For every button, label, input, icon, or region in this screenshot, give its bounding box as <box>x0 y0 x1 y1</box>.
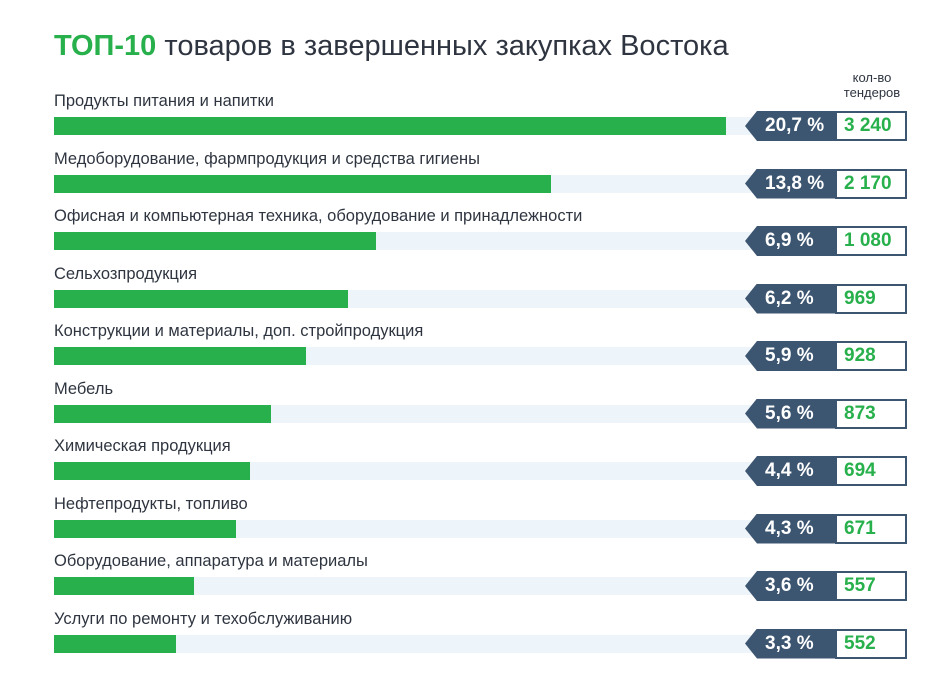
tender-count-label: 928 <box>835 341 907 371</box>
chart-title: ТОП-10 товаров в завершенных закупках Во… <box>54 30 729 63</box>
category-label: Продукты питания и напитки <box>54 92 274 110</box>
category-label: Офисная и компьютерная техника, оборудов… <box>54 207 583 225</box>
percent-label: 6,2 % <box>745 283 835 314</box>
category-label: Медоборудование, фармпродукция и средств… <box>54 149 481 168</box>
percent-label: 20,7 % <box>745 111 835 141</box>
tender-count-label: 1 080 <box>835 226 907 256</box>
bar <box>54 232 376 250</box>
tender-count-label: 552 <box>835 628 907 659</box>
tender-count-label: 694 <box>835 456 907 486</box>
percent-label: 3,6 % <box>745 571 835 601</box>
percent-label: 3,3 % <box>745 628 835 659</box>
category-label: Сельхозпродукция <box>54 264 198 283</box>
chart-row: Медоборудование, фармпродукция и средств… <box>0 150 950 208</box>
chart-row: Нефтепродукты, топливо 4,3 % 671 <box>0 495 950 553</box>
bar <box>54 174 551 193</box>
percent-label: 6,9 % <box>745 226 835 256</box>
chart-row: Конструкции и материалы, доп. стройпроду… <box>0 322 950 380</box>
chart-title-highlight: ТОП-10 <box>54 30 157 62</box>
category-label: Нефтепродукты, топливо <box>54 494 248 513</box>
chart-row: Офисная и компьютерная техника, оборудов… <box>0 207 950 265</box>
bar-track <box>54 634 754 653</box>
tender-count-label: 969 <box>835 283 907 314</box>
category-label: Услуги по ремонту и техобслуживанию <box>54 609 353 628</box>
category-label: Химическая продукция <box>54 437 231 455</box>
bar <box>54 347 306 365</box>
tender-count-label: 3 240 <box>835 111 907 141</box>
chart-row: Услуги по ремонту и техобслуживанию 3,3 %… <box>0 610 950 668</box>
bar <box>54 577 194 595</box>
category-label: Мебель <box>54 379 114 398</box>
bar <box>54 404 271 423</box>
chart-row: Оборудование, аппаратура и материалы 3,6 … <box>0 552 950 610</box>
bar <box>54 289 348 308</box>
bar <box>54 634 176 653</box>
percent-label: 5,9 % <box>745 341 835 371</box>
count-header-line2: тендеров <box>843 85 901 100</box>
percent-label: 13,8 % <box>745 168 835 199</box>
tender-count-label: 557 <box>835 571 907 601</box>
category-label: Оборудование, аппаратура и материалы <box>54 552 368 570</box>
bar <box>54 519 236 538</box>
tender-count-label: 873 <box>835 398 907 429</box>
chart-row: Химическая продукция 4,4 % 694 <box>0 437 950 495</box>
bar <box>54 117 726 135</box>
tender-count-label: 671 <box>835 513 907 544</box>
category-label: Конструкции и материалы, доп. стройпроду… <box>54 322 424 340</box>
chart-row: Сельхозпродукция 6,2 % 969 <box>0 265 950 323</box>
percent-label: 4,4 % <box>745 456 835 486</box>
count-header-line1: кол-во <box>852 70 892 85</box>
chart-row: Мебель 5,6 % 873 <box>0 380 950 438</box>
percent-label: 5,6 % <box>745 398 835 429</box>
bar-track <box>54 577 754 595</box>
percent-label: 4,3 % <box>745 513 835 544</box>
chart-row: Продукты питания и напитки 20,7 % 3 240 <box>0 92 950 150</box>
tender-count-label: 2 170 <box>835 168 907 199</box>
chart-title-text: товаров в завершенных закупках Востока <box>164 30 729 62</box>
count-column-header: кол-во тендеров <box>822 70 922 100</box>
bar <box>54 462 250 480</box>
